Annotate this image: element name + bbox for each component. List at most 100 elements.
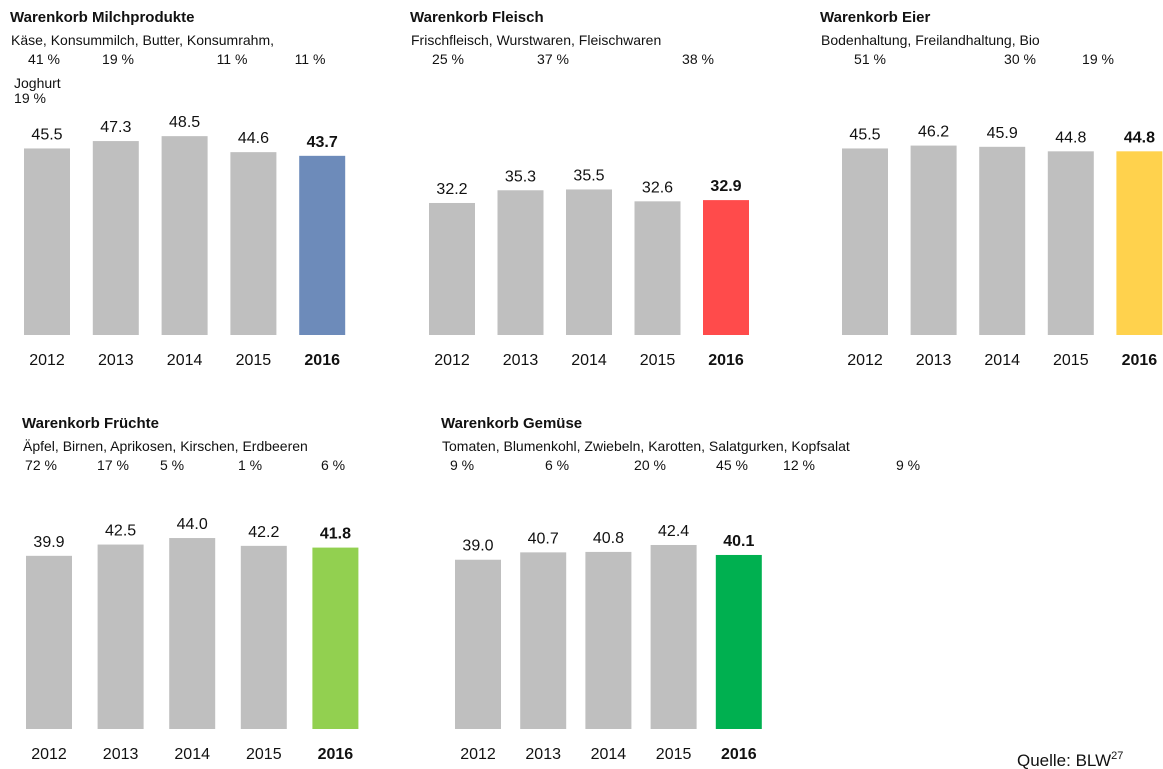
share-label: 17 % — [97, 457, 129, 473]
value-label: 48.5 — [169, 114, 200, 131]
value-label: 44.8 — [1055, 129, 1086, 146]
bar — [520, 552, 567, 729]
share-label: 45 % — [716, 457, 748, 473]
value-label: 42.4 — [658, 523, 689, 540]
x-tick-label: 2015 — [640, 352, 676, 369]
value-label: 44.0 — [177, 516, 208, 533]
share-label: 19 % — [1082, 51, 1114, 67]
x-tick-label: 2016 — [708, 352, 744, 369]
x-tick-label: 2014 — [591, 746, 627, 763]
x-tick-label: 2012 — [29, 352, 65, 369]
subtitle: Joghurt — [14, 75, 61, 91]
bar — [1047, 151, 1094, 335]
value-label: 44.8 — [1124, 129, 1155, 146]
x-tick-label: 2015 — [1053, 352, 1089, 369]
bar — [169, 538, 216, 729]
subtitle: Tomaten, Blumenkohl, Zwiebeln, Karotten,… — [442, 438, 850, 454]
share-label: 25 % — [432, 51, 464, 67]
bar — [312, 547, 359, 729]
share-label: 51 % — [854, 51, 886, 67]
chart-title: Warenkorb Früchte — [22, 415, 159, 432]
bar — [497, 190, 544, 335]
bar — [585, 551, 632, 729]
subtitle: Äpfel, Birnen, Aprikosen, Kirschen, Erdb… — [23, 438, 308, 454]
x-tick-label: 2013 — [98, 352, 134, 369]
x-tick-label: 2014 — [167, 352, 203, 369]
value-label: 40.7 — [528, 530, 559, 547]
x-tick-label: 2013 — [103, 746, 139, 763]
chart-title: Warenkorb Fleisch — [410, 9, 544, 26]
value-label: 42.2 — [248, 524, 279, 541]
source-text: Quelle: BLW — [1017, 751, 1111, 769]
share-label: 12 % — [783, 457, 815, 473]
x-tick-label: 2014 — [174, 746, 210, 763]
share-label: 30 % — [1004, 51, 1036, 67]
bar — [161, 136, 208, 335]
x-tick-label: 2016 — [721, 746, 757, 763]
value-label: 43.7 — [307, 134, 338, 151]
source-note: 27 — [1111, 750, 1123, 762]
bar — [24, 148, 70, 335]
bar — [299, 155, 346, 335]
value-label: 35.5 — [573, 167, 604, 184]
value-label: 47.3 — [100, 119, 131, 136]
value-label: 32.9 — [710, 178, 741, 195]
share-label: 38 % — [682, 51, 714, 67]
x-tick-label: 2016 — [1122, 352, 1158, 369]
value-label: 41.8 — [320, 526, 351, 543]
share-label: 1 % — [238, 457, 262, 473]
x-tick-label: 2012 — [847, 352, 883, 369]
x-tick-label: 2016 — [318, 746, 354, 763]
subtitle: Bodenhaltung, Freilandhaltung, Bio — [821, 32, 1040, 48]
share-label: 20 % — [634, 457, 666, 473]
share-label: 11 % — [217, 51, 248, 67]
x-tick-label: 2012 — [460, 746, 496, 763]
x-tick-label: 2012 — [31, 746, 67, 763]
bar — [910, 145, 957, 335]
share-label: 6 % — [321, 457, 345, 473]
bar — [26, 555, 72, 729]
x-tick-label: 2014 — [984, 352, 1020, 369]
chart-title: Warenkorb Milchprodukte — [10, 9, 194, 26]
value-label: 46.2 — [918, 124, 949, 141]
bar — [703, 200, 749, 335]
value-label: 39.0 — [462, 538, 493, 555]
value-label: 32.6 — [642, 179, 673, 196]
source: Quelle: BLW27 — [1017, 750, 1123, 769]
bar — [650, 544, 697, 729]
subtitle: Käse, Konsummilch, Butter, Konsumrahm, — [11, 32, 274, 48]
x-tick-label: 2013 — [525, 746, 561, 763]
value-label: 42.5 — [105, 523, 136, 540]
x-tick-label: 2012 — [434, 352, 470, 369]
value-label: 32.2 — [436, 181, 467, 198]
value-label: 35.3 — [505, 168, 536, 185]
bar — [634, 201, 681, 335]
bar — [240, 545, 287, 729]
value-label: 40.1 — [723, 533, 754, 550]
value-label: 40.8 — [593, 530, 624, 547]
subtitle: Frischfleisch, Wurstwaren, Fleischwaren — [411, 32, 661, 48]
value-label: 39.9 — [33, 534, 64, 551]
bar — [429, 202, 475, 335]
x-tick-label: 2015 — [246, 746, 282, 763]
share-label: 9 % — [450, 457, 474, 473]
value-label: 45.5 — [31, 126, 62, 143]
bar — [92, 141, 139, 335]
bar — [1116, 151, 1163, 335]
share-label: 19 % — [102, 51, 134, 67]
share-label: 9 % — [896, 457, 920, 473]
bar — [979, 146, 1026, 335]
chart-title: Warenkorb Eier — [820, 9, 930, 26]
value-label: 45.5 — [849, 126, 880, 143]
bar — [455, 559, 501, 729]
x-tick-label: 2014 — [571, 352, 607, 369]
x-tick-label: 2015 — [236, 352, 272, 369]
bar — [566, 189, 612, 335]
bar — [97, 544, 144, 729]
share-label: 72 % — [25, 457, 57, 473]
bar — [715, 554, 762, 729]
x-tick-label: 2013 — [503, 352, 539, 369]
share-label: 11 % — [295, 51, 326, 67]
